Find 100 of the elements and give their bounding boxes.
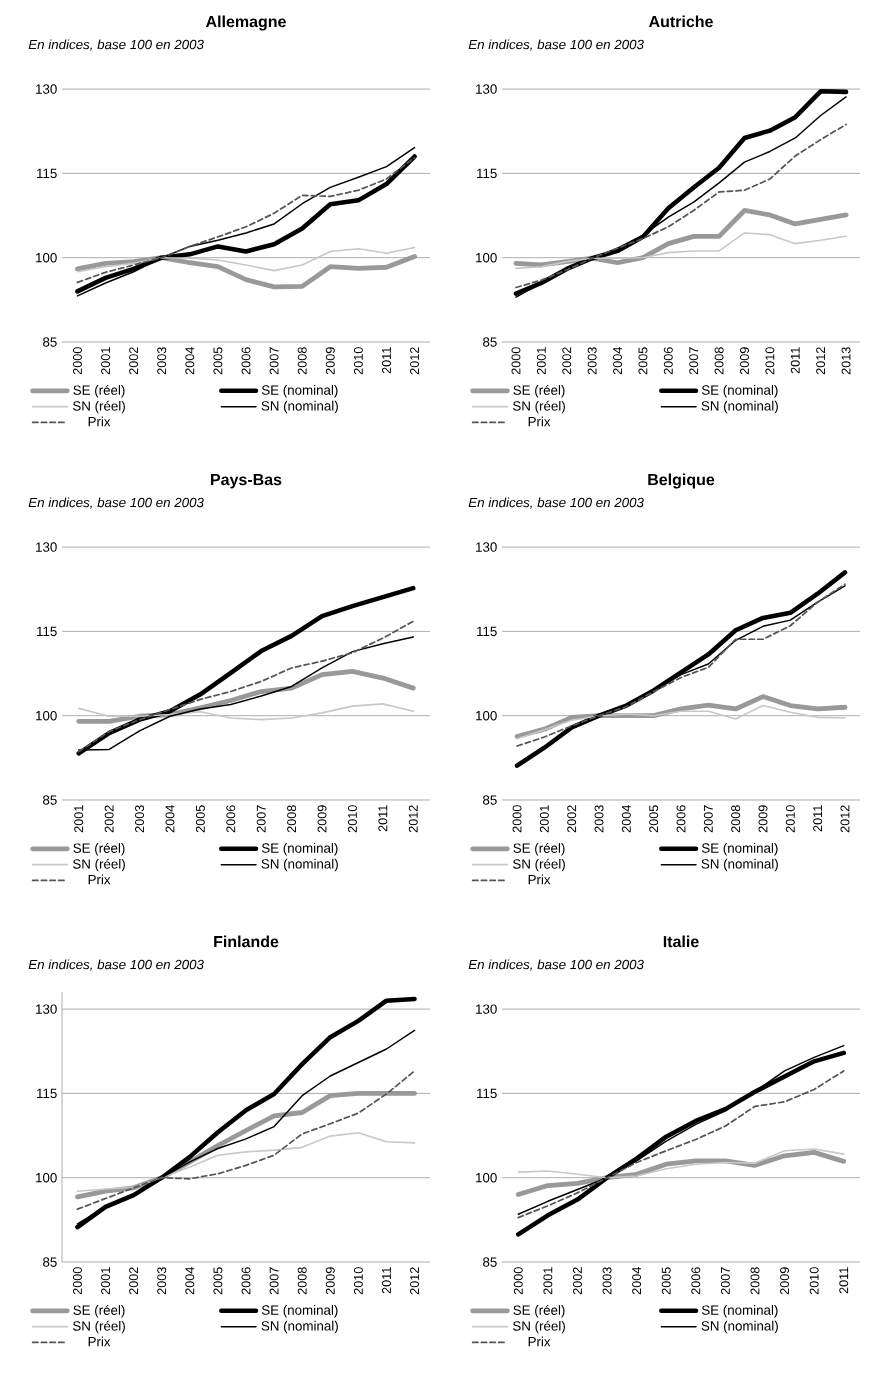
legend-label: Prix: [88, 874, 111, 885]
x-tick-label: 2012: [840, 805, 850, 833]
y-tick-label: 100: [476, 710, 497, 721]
legend-label: SN (réel): [72, 858, 125, 872]
x-tick-label: 2004: [185, 347, 195, 375]
x-tick-label: 2003: [135, 805, 145, 833]
x-tick-label: 2009: [325, 1267, 335, 1295]
legend-label: SE (réel): [513, 1304, 565, 1318]
chart-title: Finlande: [214, 935, 279, 948]
y-tick-label: 100: [36, 710, 57, 721]
chart-subtitle: En indices, base 100 en 2003: [28, 39, 204, 51]
x-tick-label: 2000: [513, 1267, 523, 1295]
x-tick-label: 2003: [602, 1267, 612, 1295]
chart-subtitle: En indices, base 100 en 2003: [28, 497, 204, 509]
x-tick-label: 2000: [511, 347, 521, 375]
x-tick-label: 2007: [720, 1267, 730, 1295]
x-tick-label: 2005: [213, 347, 223, 375]
x-tick-label: 2003: [157, 1267, 167, 1295]
legend-label: SN (réel): [513, 858, 565, 872]
y-tick-label: 85: [43, 1257, 57, 1267]
x-tick-label: 2006: [663, 347, 673, 375]
x-tick-label: 2007: [703, 805, 713, 833]
x-tick-label: 2010: [353, 1267, 363, 1295]
x-tick-label: 2009: [317, 805, 327, 833]
x-tick-label: 2001: [539, 805, 549, 833]
x-tick-label: 2006: [691, 1267, 701, 1295]
x-tick-label: 2004: [165, 805, 175, 833]
chart-title: Italie: [663, 935, 699, 948]
x-tick-label: 2002: [562, 347, 572, 375]
y-tick-label: 115: [37, 168, 57, 179]
legend-label: SN (nominal): [261, 1320, 338, 1334]
x-tick-label: 2001: [74, 805, 84, 833]
y-tick-label: 115: [477, 626, 497, 637]
x-tick-label: 2008: [287, 805, 297, 833]
chart-subtitle: En indices, base 100 en 2003: [468, 39, 644, 51]
y-tick-label: 115: [37, 626, 57, 637]
x-tick-label: 2001: [543, 1267, 553, 1295]
x-tick-label: 2010: [785, 805, 795, 833]
x-tick-label: 2007: [269, 347, 279, 375]
x-tick-label: 2005: [649, 805, 659, 833]
y-tick-label: 130: [36, 1004, 57, 1014]
y-tick-label: 85: [483, 1257, 497, 1267]
x-tick-label: 2008: [731, 805, 741, 833]
legend-label: SE (nominal): [701, 1305, 778, 1318]
legend-label: SE (nominal): [261, 385, 338, 398]
x-tick-label: 2003: [157, 347, 167, 375]
x-tick-label: 2001: [101, 1267, 111, 1295]
x-tick-label: 2003: [594, 805, 604, 833]
x-tick-label: 2005: [195, 805, 205, 833]
x-tick-label: 2011: [813, 805, 823, 832]
legend-label: SN (nominal): [701, 858, 778, 872]
y-tick-label: 130: [476, 1004, 497, 1014]
legend-label: SE (nominal): [261, 843, 338, 856]
legend-label: SE (réel): [73, 842, 125, 856]
x-tick-label: 2002: [129, 347, 139, 375]
legend-label: SE (réel): [513, 842, 565, 856]
legend-label: SE (nominal): [701, 385, 778, 398]
x-tick-label: 2001: [536, 347, 546, 375]
x-tick-label: 2007: [269, 1267, 279, 1295]
x-tick-label: 2007: [256, 805, 266, 833]
x-tick-label: 2004: [185, 1267, 195, 1295]
x-tick-label: 2000: [72, 347, 82, 375]
y-tick-label: 85: [43, 337, 57, 347]
x-tick-label: 2010: [347, 805, 357, 833]
x-tick-label: 2003: [587, 347, 597, 375]
y-tick-label: 100: [36, 1172, 57, 1183]
x-tick-label: 2000: [512, 805, 522, 833]
x-tick-label: 2004: [632, 1267, 642, 1295]
legend-label: Prix: [528, 416, 551, 427]
x-tick-label: 2005: [661, 1267, 671, 1295]
x-tick-label: 2004: [613, 347, 623, 375]
y-tick-label: 115: [477, 1088, 497, 1099]
y-tick-label: 85: [483, 795, 497, 805]
x-tick-label: 2006: [226, 805, 236, 833]
chart-title: Allemagne: [205, 15, 286, 31]
x-tick-label: 2011: [839, 1267, 849, 1294]
x-tick-label: 2002: [129, 1267, 139, 1295]
chart-title: Autriche: [648, 15, 713, 28]
legend-label: SE (nominal): [261, 1305, 338, 1318]
x-tick-label: 2010: [809, 1267, 819, 1295]
legend-label: SE (réel): [73, 1304, 125, 1318]
chart-subtitle: En indices, base 100 en 2003: [468, 497, 644, 509]
x-tick-label: 2009: [780, 1267, 790, 1295]
legend-label: SN (réel): [72, 400, 125, 414]
x-tick-label: 2012: [410, 347, 420, 375]
x-tick-label: 2011: [381, 347, 391, 374]
legend-label: SE (réel): [73, 384, 125, 398]
legend-label: SE (nominal): [701, 843, 778, 856]
legend-label: Prix: [528, 1336, 551, 1347]
x-tick-label: 2010: [353, 347, 363, 375]
x-tick-label: 2005: [213, 1267, 223, 1295]
legend-label: SN (réel): [513, 1320, 565, 1334]
x-tick-label: 2011: [378, 805, 388, 832]
y-tick-label: 100: [36, 252, 57, 263]
legend-label: SE (réel): [513, 384, 565, 398]
x-tick-label: 2010: [765, 347, 775, 375]
x-tick-label: 2009: [325, 347, 335, 375]
x-tick-label: 2013: [841, 347, 851, 375]
y-tick-label: 130: [476, 84, 497, 94]
chart-title: Pays-Bas: [211, 474, 282, 489]
